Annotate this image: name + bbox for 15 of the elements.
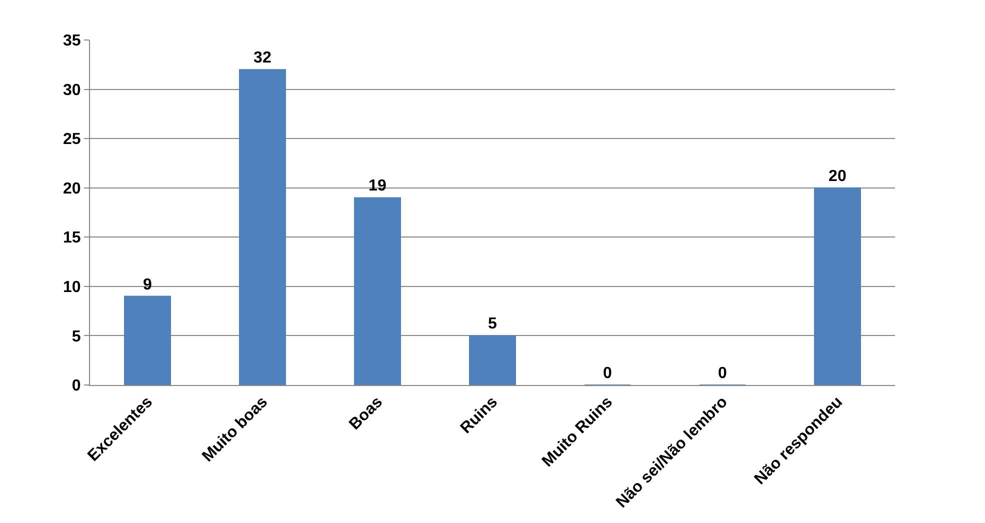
y-tick-label: 10 [63,279,81,296]
y-tick-label: 30 [63,82,81,99]
y-tick-label: 35 [63,32,81,50]
y-tick-label: 5 [72,328,81,346]
y-tick-label: 0 [72,378,81,395]
data-label: 20 [828,168,846,185]
data-label: 5 [488,316,497,333]
data-label: 19 [368,178,386,195]
data-label: 9 [143,276,152,294]
y-tick-label: 25 [63,131,81,148]
data-label: 0 [718,365,727,382]
y-tick-label: 20 [63,180,81,198]
y-tick-label: 15 [63,230,81,247]
data-label: 32 [254,50,272,67]
data-label: 0 [603,365,612,382]
